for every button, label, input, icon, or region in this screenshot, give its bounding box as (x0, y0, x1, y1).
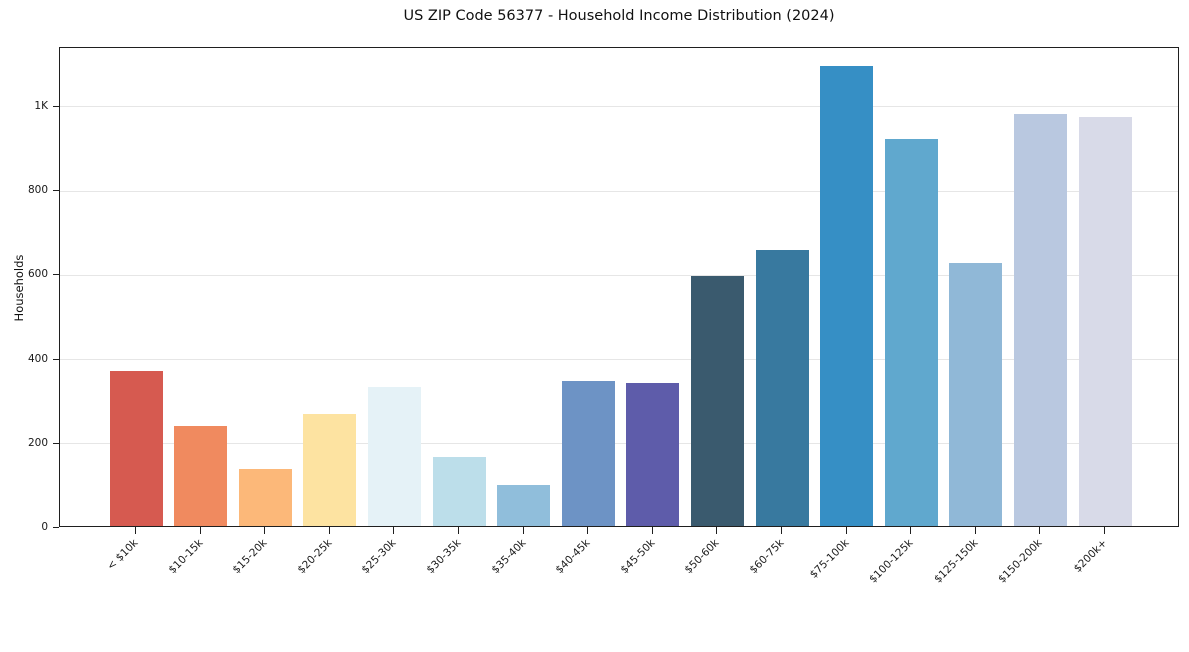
y-tick-mark (53, 527, 59, 528)
grid-line (60, 106, 1178, 108)
grid-line (60, 190, 1178, 192)
x-tick-mark (264, 527, 266, 534)
y-axis-label: Households (12, 254, 26, 322)
y-tick-label: 800 (27, 184, 48, 197)
x-tick-mark (910, 527, 912, 534)
x-tick-label: $30-35k (424, 537, 464, 577)
x-tick-mark (1039, 527, 1041, 534)
x-tick-mark (328, 527, 330, 534)
x-tick-mark (199, 527, 201, 534)
x-tick-label: $35-40k (488, 537, 529, 577)
bar (303, 414, 357, 526)
y-tick-label: 1K (34, 99, 48, 112)
x-tick-label: $40-45k (553, 537, 593, 577)
plot-area (59, 47, 1179, 527)
grid-line (60, 443, 1178, 445)
grid-line (60, 359, 1178, 361)
y-tick-label: 200 (27, 436, 48, 449)
x-tick-mark (974, 527, 976, 534)
bar (1013, 114, 1067, 526)
x-tick-mark (393, 527, 395, 534)
bar (884, 139, 938, 526)
y-tick-mark (53, 190, 59, 192)
bar (755, 249, 809, 526)
bar (238, 468, 292, 526)
bar (497, 485, 551, 526)
x-tick-label: $10-15k (165, 537, 206, 577)
x-tick-mark (716, 527, 718, 534)
y-tick-label: 600 (27, 268, 48, 281)
x-tick-label: $200k+ (1071, 537, 1110, 575)
bar (367, 387, 421, 526)
bar (174, 426, 228, 526)
x-tick-mark (135, 527, 136, 534)
x-tick-label: $45-50k (618, 537, 658, 577)
bar (820, 66, 874, 526)
bar (561, 381, 615, 526)
x-tick-label: $125-150k (931, 537, 981, 586)
x-tick-label: $100-125k (867, 537, 916, 586)
chart-title: US ZIP Code 56377 - Household Income Dis… (403, 8, 835, 24)
x-tick-label: $25-30k (359, 537, 399, 577)
x-tick-mark (845, 527, 847, 534)
chart-figure: US ZIP Code 56377 - Household Income Dis… (12, 8, 1179, 586)
bar (626, 382, 680, 526)
bar (690, 275, 744, 526)
bar (432, 457, 486, 526)
x-tick-label: $150-200k (996, 537, 1045, 586)
x-tick-label: $50-60k (682, 537, 722, 577)
x-tick-label: $60-75k (747, 537, 787, 577)
y-tick-mark (53, 274, 59, 276)
y-tick-mark (53, 358, 59, 360)
bar (949, 263, 1003, 526)
x-tick-mark (587, 527, 589, 534)
x-tick-label: $15-20k (230, 537, 270, 577)
y-tick-label: 400 (27, 352, 48, 365)
x-tick-label: < $10k (104, 537, 141, 573)
y-tick-mark (53, 105, 59, 107)
grid-line (60, 274, 1178, 276)
x-tick-mark (522, 527, 524, 534)
x-tick-mark (458, 527, 459, 534)
x-tick-mark (651, 527, 653, 534)
x-tick-label: $20-25k (295, 537, 335, 577)
bar (109, 371, 163, 526)
y-tick-label: 0 (41, 521, 48, 533)
x-tick-mark (1104, 527, 1105, 534)
bar (1078, 117, 1132, 526)
y-tick-mark (53, 442, 59, 444)
x-tick-mark (781, 527, 782, 534)
x-tick-label: $75-100k (807, 537, 852, 581)
